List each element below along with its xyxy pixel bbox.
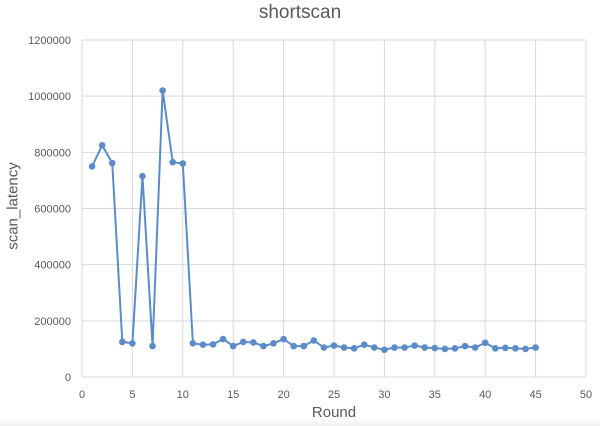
- data-point: [532, 344, 539, 351]
- x-tick-label: 35: [429, 389, 441, 401]
- data-point: [441, 345, 449, 353]
- x-axis-label: Round: [311, 404, 357, 421]
- data-point: [270, 340, 277, 347]
- data-point: [119, 338, 126, 346]
- data-point: [401, 344, 408, 351]
- data-point: [129, 340, 136, 347]
- x-tick-label: 25: [328, 389, 340, 401]
- y-tick-label: 1000000: [28, 91, 71, 103]
- data-point: [502, 344, 509, 352]
- x-tick-label: 30: [378, 389, 390, 401]
- data-point: [310, 337, 318, 344]
- data-point: [491, 345, 499, 352]
- data-point: [421, 344, 429, 351]
- data-point: [239, 338, 247, 346]
- data-point: [88, 163, 96, 170]
- data-point: [360, 341, 368, 349]
- data-point: [149, 342, 156, 350]
- x-tick-label: 0: [79, 389, 85, 401]
- series-line: [91, 89, 536, 351]
- data-point: [209, 341, 217, 348]
- x-tick-label: 50: [580, 389, 592, 401]
- data-point: [391, 344, 398, 351]
- data-point: [280, 335, 287, 343]
- data-point: [199, 341, 207, 349]
- data-point: [431, 344, 439, 352]
- data-point: [471, 344, 479, 351]
- data-point: [250, 339, 257, 346]
- y-tick-label: 800000: [34, 147, 71, 159]
- data-point: [481, 339, 489, 347]
- data-point: [290, 342, 297, 350]
- bottom-edge-shadow: [0, 418, 600, 426]
- chart-title: shortscan: [258, 2, 342, 23]
- data-point: [169, 158, 177, 166]
- data-point: [98, 142, 106, 149]
- x-tick-label: 45: [529, 389, 541, 401]
- data-point: [260, 342, 267, 350]
- y-tick-label: 1200000: [28, 35, 71, 47]
- data-point: [179, 160, 187, 167]
- data-point: [371, 344, 378, 351]
- y-axis-label-text: scan_latency: [4, 162, 22, 250]
- x-tick-label: 10: [177, 389, 189, 401]
- data-point: [330, 342, 338, 349]
- data-point: [411, 342, 418, 349]
- data-point: [461, 342, 469, 350]
- data-point: [229, 342, 237, 350]
- x-tick-label: 5: [129, 389, 135, 401]
- data-point: [300, 342, 308, 350]
- data-point: [219, 335, 227, 343]
- x-tick-label: 20: [277, 389, 289, 401]
- data-point: [340, 344, 348, 351]
- y-tick-label: 0: [65, 372, 71, 384]
- data-point: [522, 345, 529, 353]
- x-tick-label: 40: [479, 389, 491, 401]
- data-point: [451, 345, 459, 352]
- y-tick-label: 600000: [34, 204, 71, 216]
- data-point: [512, 345, 519, 352]
- data-point: [189, 340, 197, 347]
- data-point: [159, 87, 166, 94]
- y-tick-label: 400000: [34, 260, 71, 272]
- x-tick-label: 15: [227, 389, 239, 401]
- y-tick-label: 200000: [34, 316, 71, 328]
- data-point: [139, 172, 146, 180]
- data-point: [381, 346, 388, 354]
- data-point: [320, 344, 328, 351]
- data-point: [350, 345, 358, 352]
- data-point: [108, 159, 116, 167]
